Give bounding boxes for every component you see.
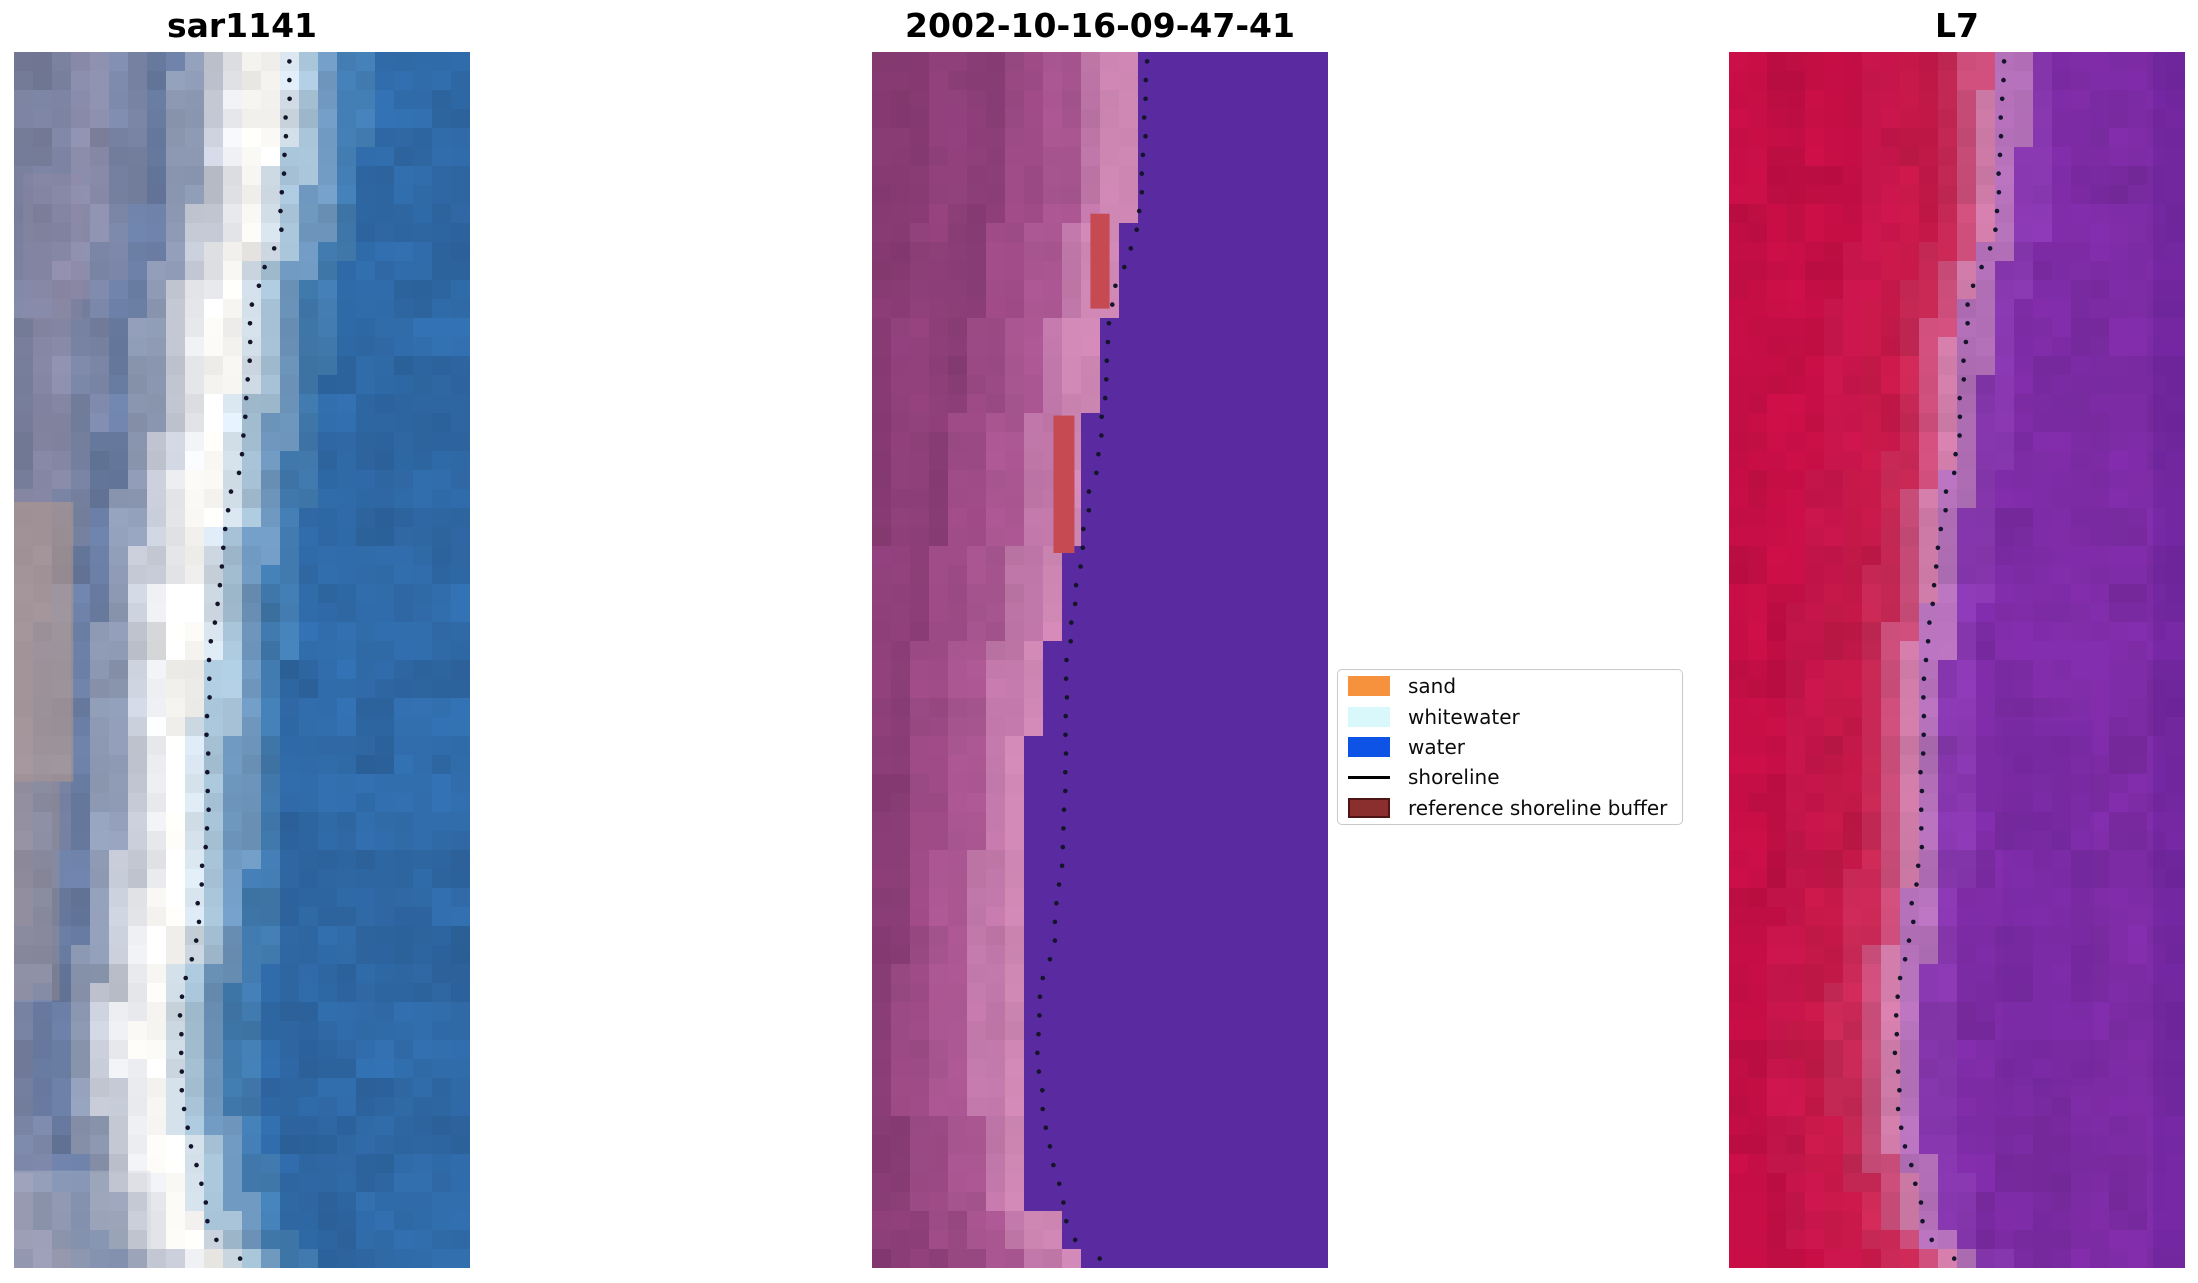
legend-label-reference-buffer: reference shoreline buffer xyxy=(1408,795,1668,820)
legend-label-whitewater: whitewater xyxy=(1408,704,1520,729)
legend-label-water: water xyxy=(1408,734,1465,759)
panel-title-l7: L7 xyxy=(1935,6,1979,45)
panel-sar1141 xyxy=(14,52,470,1268)
whitewater-swatch xyxy=(1348,706,1390,727)
sand-swatch xyxy=(1348,676,1390,697)
legend-label-sand: sand xyxy=(1408,674,1457,699)
panel-l7 xyxy=(1729,52,2185,1268)
panel-title-sar1141: sar1141 xyxy=(166,6,318,45)
legend-item-shoreline: shoreline xyxy=(1338,763,1682,791)
panel-classification xyxy=(872,52,1328,1268)
water-swatch xyxy=(1348,736,1390,757)
legend-item-water: water xyxy=(1338,733,1682,761)
legend: sand whitewater water shoreline referenc… xyxy=(1337,669,1683,825)
legend-item-whitewater: whitewater xyxy=(1338,703,1682,731)
legend-item-reference-buffer: reference shoreline buffer xyxy=(1338,794,1682,822)
legend-item-sand: sand xyxy=(1338,672,1682,700)
satellite-image-sar1141 xyxy=(14,52,470,1268)
reference-buffer-swatch xyxy=(1348,797,1390,818)
classified-image-2002-10-16 xyxy=(872,52,1328,1268)
legend-label-shoreline: shoreline xyxy=(1408,765,1500,790)
satellite-image-l7 xyxy=(1729,52,2185,1268)
shoreline-line-swatch xyxy=(1348,775,1390,779)
panel-title-classification-date: 2002-10-16-09-47-41 xyxy=(905,6,1295,45)
